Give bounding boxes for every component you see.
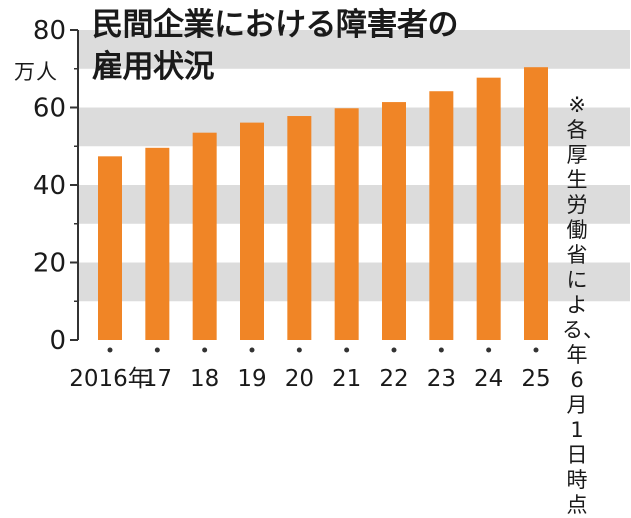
- x-tick-dot: [202, 347, 208, 353]
- x-tick-label: 25: [521, 366, 550, 392]
- y-ticks: 0 20 40 60 80: [33, 16, 78, 356]
- x-tick-dot: [154, 347, 160, 353]
- note-mark: ※: [568, 93, 586, 117]
- y-tick-label: 0: [49, 326, 66, 356]
- chart-title: 民間企業における障害者の 雇用状況: [92, 4, 459, 88]
- bar: [429, 91, 454, 340]
- x-tick-label: 18: [190, 366, 219, 392]
- x-tick-dot: [296, 347, 302, 353]
- y-tick-label: 80: [33, 16, 66, 46]
- x-tick-dot: [344, 347, 350, 353]
- chart-title-line-1: 民間企業における障害者の: [92, 7, 459, 43]
- bar: [382, 102, 406, 340]
- bar: [476, 77, 501, 340]
- x-tick-label: 24: [474, 366, 503, 392]
- x-tick-label: 2016年: [69, 366, 151, 392]
- y-axis-unit: 万人: [14, 60, 58, 84]
- x-tick-label: 17: [143, 366, 172, 392]
- bars: [98, 67, 548, 341]
- x-tick-label: 23: [427, 366, 456, 392]
- bar: [240, 122, 264, 340]
- grid-band: [78, 30, 630, 69]
- x-tick-dot: [533, 347, 539, 353]
- x-tick-label: 21: [332, 366, 361, 392]
- x-tick-dot: [391, 347, 397, 353]
- x-tick-label: 20: [285, 366, 314, 392]
- bar: [524, 67, 548, 340]
- chart-title-line-2: 雇用状況: [92, 49, 215, 85]
- bar: [287, 116, 312, 341]
- y-tick-label: 20: [33, 249, 66, 279]
- x-tick-label: 22: [379, 366, 408, 392]
- x-tick-dot: [107, 347, 113, 353]
- y-tick-label: 60: [33, 94, 66, 124]
- x-tick-dot: [249, 347, 255, 353]
- bar: [334, 108, 359, 341]
- bar: [145, 147, 170, 340]
- bar: [192, 132, 217, 340]
- x-tick-dot: [486, 347, 492, 353]
- bar: [98, 156, 122, 340]
- y-tick-label: 40: [33, 171, 66, 201]
- x-tick-label: 19: [237, 366, 266, 392]
- x-tick-dot: [438, 347, 444, 353]
- source-note: ※ 各厚生労働省による、年6月1日時点: [562, 93, 604, 518]
